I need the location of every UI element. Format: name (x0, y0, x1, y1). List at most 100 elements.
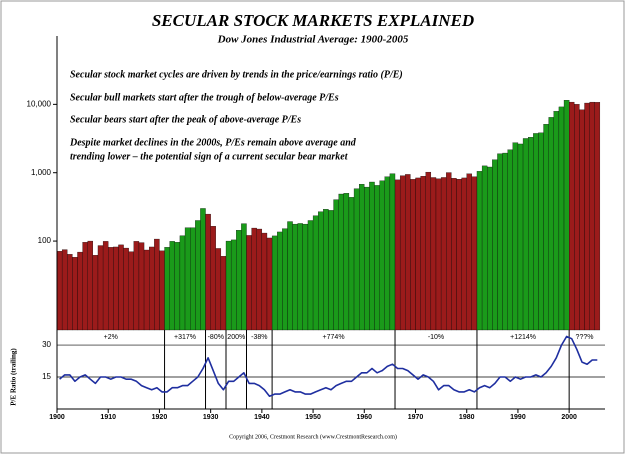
bar (251, 227, 257, 331)
bar (369, 181, 375, 331)
bar (61, 249, 68, 331)
period-label: ???% (576, 334, 594, 341)
bar (67, 254, 73, 331)
bar (568, 101, 575, 331)
x-tick-label: 1900 (49, 414, 65, 421)
bar (384, 176, 391, 331)
bar (528, 137, 534, 331)
bar (261, 232, 268, 331)
bar (154, 238, 160, 331)
bar (487, 166, 493, 331)
bar (364, 186, 370, 331)
annotation: Despite market declines in the 2000s, P/… (69, 137, 357, 148)
bar (297, 223, 303, 331)
bar (133, 241, 140, 331)
bar (82, 242, 88, 331)
bar (277, 231, 283, 331)
bar (312, 215, 319, 331)
bar (497, 153, 503, 331)
x-tick-label: 1980 (459, 414, 475, 421)
bar (256, 228, 263, 331)
bar (574, 104, 580, 331)
bar (282, 228, 288, 331)
bar (440, 177, 447, 331)
bar (302, 223, 309, 331)
period-label: -10% (428, 334, 444, 341)
bar (379, 180, 385, 331)
bar (476, 171, 483, 331)
y-tick-label: 100 (38, 236, 52, 245)
bar (307, 220, 314, 331)
bar (563, 100, 570, 331)
pe-line (59, 335, 598, 397)
annotation: Secular bears start after the peak of ab… (70, 114, 301, 125)
bar (108, 247, 114, 331)
bar (77, 251, 83, 331)
bar (589, 101, 595, 331)
bar (558, 106, 565, 331)
bar (435, 178, 442, 331)
bar (271, 235, 278, 331)
bar (128, 251, 134, 331)
bar (481, 165, 488, 331)
period-label: +2% (104, 334, 118, 341)
bar (215, 248, 222, 331)
bar (102, 241, 109, 331)
bar (522, 138, 529, 331)
bar (164, 247, 170, 331)
x-tick-label: 1950 (305, 414, 321, 421)
bar (517, 143, 524, 331)
bar (389, 173, 396, 331)
annotation: Secular stock market cycles are driven b… (70, 69, 403, 80)
bar (195, 220, 201, 331)
bar (225, 240, 232, 331)
period-label: -38% (251, 334, 267, 341)
bar (579, 109, 585, 331)
y-tick-label: 30 (42, 340, 51, 349)
bar (353, 188, 360, 331)
bar (538, 132, 544, 331)
bar (338, 193, 344, 331)
bar (492, 159, 498, 331)
bar (266, 237, 273, 331)
bar (205, 213, 211, 331)
annotation: trending lower – the potential sign of a… (70, 151, 349, 162)
bar (333, 199, 339, 331)
bar (159, 250, 165, 331)
y-tick-label: 10,000 (27, 99, 52, 108)
bar (246, 235, 252, 331)
annotation: Secular bull markets start after the tro… (70, 92, 339, 103)
bar (543, 124, 549, 331)
bar (190, 227, 196, 331)
bar (420, 176, 426, 331)
y-axis-label: P/E Ratio (trailing) (10, 348, 18, 406)
bar (533, 133, 539, 331)
bar (149, 246, 155, 331)
bar (113, 246, 119, 331)
bar (87, 240, 94, 331)
bar (210, 226, 216, 331)
bar (220, 256, 227, 331)
bar (328, 210, 334, 331)
bar (174, 242, 181, 331)
x-tick-label: 1990 (510, 414, 526, 421)
bar (230, 239, 237, 331)
x-tick-label: 1930 (203, 414, 219, 421)
bar (72, 257, 78, 331)
bar (92, 255, 99, 331)
period-label: 200% (227, 334, 245, 341)
bar (584, 102, 590, 331)
bar (143, 249, 150, 331)
period-label: +1214% (510, 334, 536, 341)
y-tick-label: 1,000 (31, 168, 52, 177)
bar (200, 208, 206, 331)
bar (292, 223, 298, 331)
bar (123, 247, 129, 331)
bar (374, 185, 380, 331)
bar (323, 209, 329, 331)
bar (548, 117, 554, 331)
bar (359, 184, 365, 331)
x-tick-label: 1960 (357, 414, 373, 421)
bar (430, 177, 437, 331)
